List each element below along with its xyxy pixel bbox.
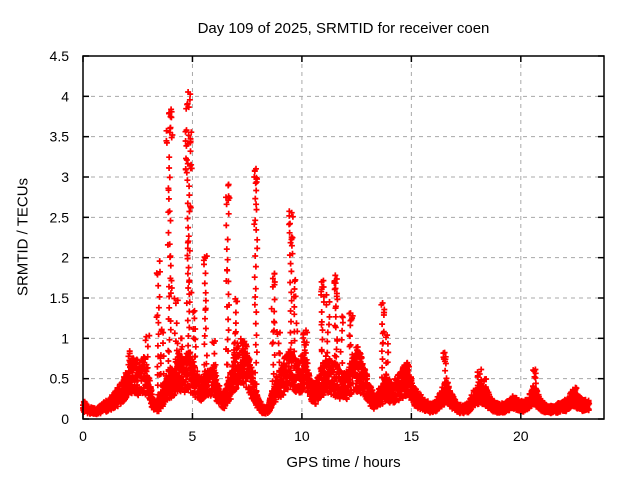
x-axis-label: GPS time / hours bbox=[286, 454, 401, 471]
x-tick-label: 0 bbox=[79, 428, 87, 444]
scatter-points bbox=[80, 89, 593, 418]
y-tick-label: 4.5 bbox=[50, 48, 70, 64]
y-tick-label: 2.5 bbox=[50, 209, 70, 225]
x-tick-label: 10 bbox=[294, 428, 310, 444]
x-tick-label: 15 bbox=[404, 428, 420, 444]
x-tick-label: 5 bbox=[189, 428, 197, 444]
y-tick-label: 3 bbox=[61, 169, 69, 185]
y-tick-label: 1.5 bbox=[50, 290, 70, 306]
plot-border bbox=[82, 55, 605, 420]
y-tick-label: 2 bbox=[61, 250, 69, 266]
y-tick-label: 3.5 bbox=[50, 129, 70, 145]
y-tick-label: 4 bbox=[61, 88, 69, 104]
x-tick-label: 20 bbox=[513, 428, 529, 444]
chart-title: Day 109 of 2025, SRMTID for receiver coe… bbox=[197, 20, 490, 37]
y-tick-label: 1 bbox=[61, 330, 69, 346]
y-tick-label: 0.5 bbox=[50, 371, 70, 387]
y-tick-label: 0 bbox=[61, 411, 69, 427]
